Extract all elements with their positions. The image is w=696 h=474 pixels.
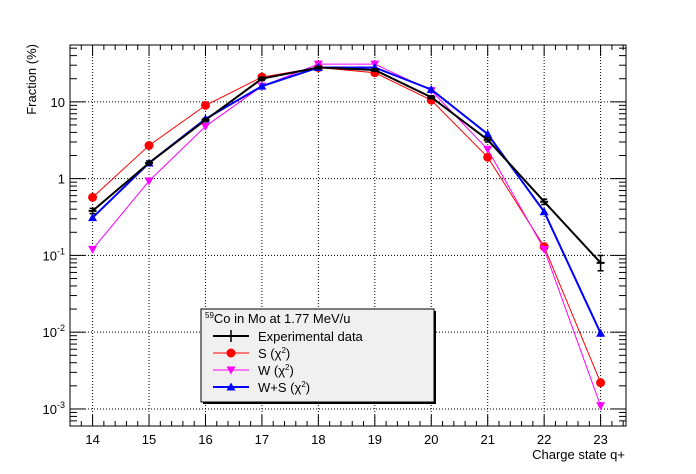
series-line (92, 63, 602, 406)
data-point (88, 245, 98, 254)
legend-entry-3: W+S (χ2) (213, 380, 310, 395)
data-point (257, 81, 267, 90)
legend-entry-2: W (χ2) (213, 363, 294, 378)
series-line (92, 66, 602, 383)
data-point (596, 402, 606, 411)
legend-label: S (χ2) (258, 346, 290, 361)
y-axis-label: Fraction (%) (24, 44, 39, 115)
series-layer (88, 60, 606, 411)
data-point (483, 152, 493, 162)
x-tick-label: 23 (593, 432, 607, 447)
x-tick-label: 18 (311, 432, 325, 447)
legend-marker (226, 366, 236, 375)
legend-marker (226, 382, 236, 391)
legend: 59Co in Mo at 1.77 MeV/u Experimental dat… (200, 308, 436, 404)
data-point (144, 177, 154, 186)
x-tick-label: 19 (368, 432, 382, 447)
series-2 (88, 60, 606, 411)
data-point (539, 207, 549, 216)
x-tick-label: 17 (255, 432, 269, 447)
data-point (88, 192, 98, 202)
x-tick-label: 20 (424, 432, 438, 447)
data-point (144, 141, 154, 151)
series-line (91, 66, 602, 264)
series-0 (88, 65, 605, 272)
x-axis-label: Charge state q+ (532, 447, 625, 462)
data-point (200, 100, 210, 110)
data-point (483, 129, 493, 138)
x-tick-label: 15 (142, 432, 156, 447)
legend-entry-0: Experimental data (213, 329, 364, 344)
data-point (483, 145, 493, 154)
legend-marker (226, 348, 236, 358)
y-tick-label: 10 (51, 95, 65, 110)
legend-label: W (χ2) (258, 363, 294, 378)
data-point (200, 122, 210, 131)
data-point (596, 328, 606, 337)
axis-ticks (69, 45, 626, 427)
data-point (88, 213, 98, 222)
legend-label: W+S (χ2) (258, 380, 310, 395)
x-tick-label: 14 (85, 432, 99, 447)
legend-title: 59Co in Mo at 1.77 MeV/u (205, 311, 350, 326)
x-tick-label: 22 (537, 432, 551, 447)
x-tick-label: 21 (480, 432, 494, 447)
data-point (539, 245, 549, 254)
data-point (426, 84, 436, 93)
x-tick-label: 16 (198, 432, 212, 447)
y-tick-label: 1 (58, 172, 65, 187)
plot-frame (69, 44, 627, 427)
data-point (596, 378, 606, 388)
legend-label: Experimental data (258, 329, 364, 344)
